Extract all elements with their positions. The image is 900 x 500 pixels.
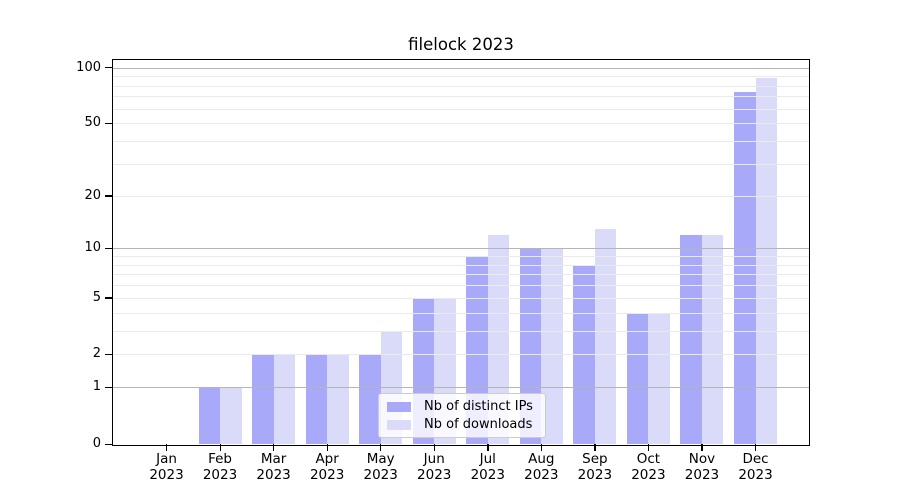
x-tick-label-jun: Jun 2023 [417, 451, 452, 483]
y-tick-label-1: 1 [92, 379, 101, 395]
gridline-y-4 [113, 312, 809, 314]
y-tick-label-5: 5 [92, 289, 101, 305]
bar-feb-nb-of-distinct-ips [198, 387, 221, 444]
x-tick-label-apr: Apr 2023 [309, 451, 345, 483]
bar-sep-nb-of-downloads [594, 228, 617, 444]
legend-item-downloads: Nb of downloads [379, 417, 545, 432]
x-tick-mark-jun [433, 444, 436, 451]
x-tick-label-oct: Oct 2023 [631, 451, 666, 483]
bar-dec-nb-of-distinct-ips [734, 91, 756, 444]
gridline-y-30 [113, 164, 809, 165]
x-tick-label-aug: Aug 2023 [524, 451, 559, 483]
x-tick-mark-aug [540, 444, 543, 451]
x-tick-mark-sep [594, 444, 596, 451]
legend-swatch-distinct-ips [387, 401, 411, 412]
x-tick-label-sep: Sep 2023 [577, 451, 613, 483]
x-tick-mark-jul [487, 444, 489, 451]
x-tick-label-dec: Dec 2023 [738, 451, 773, 483]
y-tick-label-0: 0 [92, 436, 101, 451]
gridline-y-1 [113, 387, 809, 389]
gridline-y-40 [113, 141, 809, 143]
gridline-y-2 [113, 354, 809, 356]
y-tick-label-100: 100 [76, 59, 101, 75]
x-tick-label-nov: Nov 2023 [684, 451, 720, 483]
x-tick-label-feb: Feb 2023 [202, 451, 238, 483]
x-tick-mark-dec [755, 444, 757, 451]
bar-may-nb-of-distinct-ips [359, 354, 381, 444]
chart-title: filelock 2023 [408, 35, 514, 54]
bar-sep-nb-of-distinct-ips [573, 264, 595, 444]
bar-oct-nb-of-distinct-ips [626, 312, 649, 444]
bar-jul-nb-of-downloads [487, 234, 510, 444]
x-tick-label-jan: Jan 2023 [149, 451, 184, 483]
legend-item-distinct-ips: Nb of distinct IPs [379, 399, 545, 414]
bar-apr-nb-of-distinct-ips [305, 354, 328, 444]
legend-label-distinct-ips: Nb of distinct IPs [424, 399, 533, 414]
x-tick-mark-feb [219, 444, 221, 451]
y-tick-mark-20 [105, 195, 112, 197]
x-tick-mark-jan [166, 444, 168, 451]
x-tick-label-may: May 2023 [363, 451, 398, 483]
bar-oct-nb-of-downloads [648, 312, 670, 444]
x-tick-mark-apr [326, 444, 328, 451]
gridline-y-9 [113, 256, 809, 258]
y-tick-mark-50 [105, 122, 112, 125]
y-tick-label-50: 50 [84, 115, 101, 131]
gridline-y-7 [113, 274, 809, 276]
gridline-y-10 [113, 248, 809, 250]
x-tick-mark-nov [701, 444, 703, 451]
y-tick-label-2: 2 [92, 346, 101, 362]
legend-label-downloads: Nb of downloads [424, 417, 533, 432]
gridline-y-100 [113, 67, 809, 69]
gridline-y-60 [113, 108, 809, 110]
y-tick-label-20: 20 [84, 187, 101, 203]
gridline-y-50 [113, 123, 809, 125]
y-tick-mark-1 [105, 386, 112, 389]
x-tick-mark-mar [273, 444, 275, 451]
y-tick-mark-10 [105, 247, 112, 250]
bar-nov-nb-of-distinct-ips [680, 234, 702, 444]
gridline-y-80 [113, 85, 809, 87]
y-tick-mark-100 [105, 67, 112, 69]
gridline-y-8 [113, 264, 809, 266]
bar-mar-nb-of-distinct-ips [252, 354, 274, 444]
gridline-y-90 [113, 76, 809, 78]
y-tick-label-10: 10 [84, 240, 101, 256]
legend: Nb of distinct IPs Nb of downloads [378, 393, 546, 438]
x-tick-label-mar: Mar 2023 [256, 451, 291, 483]
bar-dec-nb-of-downloads [755, 78, 777, 444]
legend-swatch-downloads [387, 419, 411, 430]
x-tick-label-jul: Jul 2023 [470, 451, 505, 483]
plot-area [113, 60, 809, 444]
x-tick-mark-may [380, 444, 382, 451]
gridline-y-20 [113, 195, 809, 197]
y-tick-mark-5 [105, 297, 112, 299]
bar-mar-nb-of-downloads [273, 354, 296, 444]
bar-nov-nb-of-downloads [701, 234, 724, 444]
bar-apr-nb-of-downloads [327, 354, 349, 444]
y-tick-mark-0 [105, 443, 112, 445]
y-tick-mark-2 [105, 353, 112, 356]
gridline-y-3 [113, 330, 809, 332]
gridline-y-70 [113, 96, 809, 98]
bar-aug-nb-of-downloads [541, 248, 563, 444]
gridline-y-6 [113, 285, 809, 287]
x-tick-mark-oct [647, 444, 650, 451]
bar-feb-nb-of-downloads [220, 387, 242, 444]
gridline-y-5 [113, 297, 809, 299]
